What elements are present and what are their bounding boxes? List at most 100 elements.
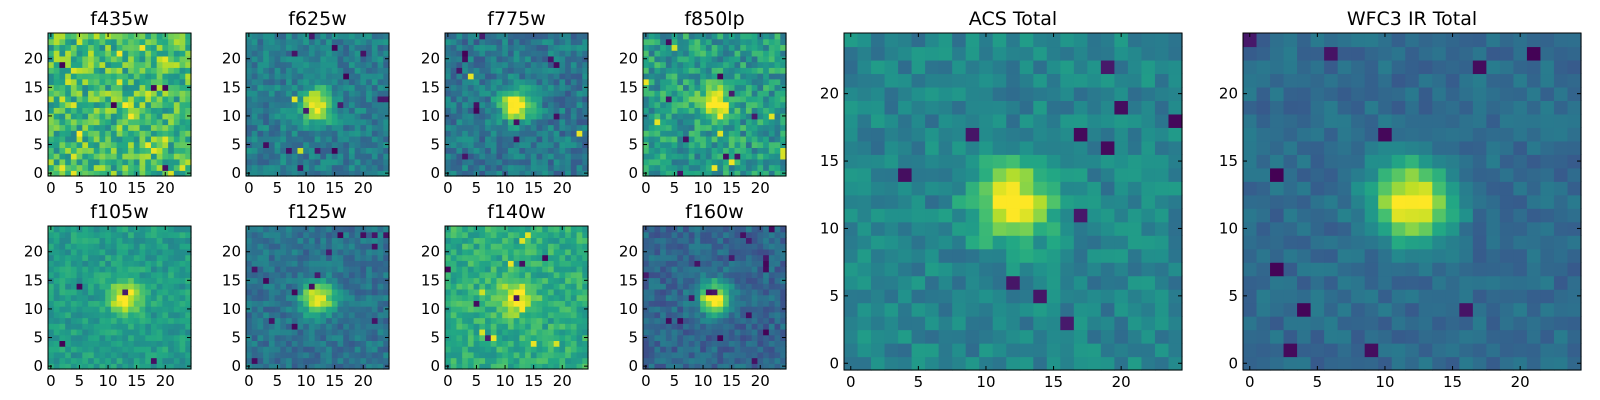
heatmap-cell — [150, 33, 158, 40]
heatmap-cell — [297, 55, 304, 63]
heatmap-cell — [711, 101, 718, 108]
heatmap-cell — [139, 73, 146, 80]
heatmap-cell — [246, 260, 253, 267]
heatmap-cell — [530, 306, 538, 313]
heatmap-cell — [133, 311, 141, 319]
heatmap-cell — [473, 237, 480, 244]
heatmap-cell — [490, 243, 498, 250]
heatmap-cell — [82, 266, 89, 273]
heatmap-cell — [774, 300, 781, 307]
heatmap-cell — [485, 164, 492, 171]
heatmap-cell — [740, 328, 747, 336]
heatmap-cell — [320, 78, 327, 86]
heatmap-cell — [490, 294, 498, 301]
heatmap-cell — [450, 141, 458, 148]
heatmap-cell — [122, 130, 129, 137]
heatmap-cell — [257, 141, 264, 148]
heatmap-cell — [251, 311, 259, 319]
heatmap-cell — [763, 107, 770, 114]
heatmap-cell — [105, 164, 112, 171]
heatmap-cell — [450, 357, 458, 364]
heatmap-cell — [542, 50, 549, 57]
heatmap-cell — [530, 340, 538, 347]
heatmap-cell — [343, 311, 350, 319]
heatmap-cell — [768, 130, 776, 137]
heatmap-cell — [763, 130, 770, 137]
heatmap-cell — [326, 317, 333, 324]
heatmap-cell — [297, 357, 304, 364]
heatmap-cell — [331, 271, 339, 279]
heatmap-cell — [582, 243, 589, 250]
heatmap-cell — [456, 363, 463, 370]
heatmap-cell — [65, 323, 72, 330]
heatmap-cell — [185, 328, 192, 336]
heatmap-cell — [320, 90, 327, 97]
heatmap-cell — [88, 260, 95, 267]
heatmap-cell — [105, 141, 112, 148]
heatmap-cell — [179, 113, 186, 120]
heatmap-cell — [76, 294, 83, 301]
x-tick-label: 5 — [273, 372, 283, 390]
heatmap-cell — [445, 266, 452, 273]
heatmap-cell — [507, 124, 515, 131]
heatmap-cell — [173, 67, 181, 74]
heatmap-cell — [139, 107, 146, 114]
heatmap-cell — [162, 78, 169, 86]
heatmap-cell — [530, 351, 538, 359]
heatmap-cell — [519, 50, 526, 57]
heatmap-cell — [348, 328, 356, 336]
heatmap-cell — [93, 346, 101, 353]
heatmap-cell — [536, 113, 543, 120]
heatmap-cell — [665, 84, 673, 91]
heatmap-cell — [320, 38, 327, 46]
heatmap-cell — [565, 226, 572, 233]
heatmap-cell — [576, 78, 583, 86]
heatmap-cell — [93, 283, 101, 290]
heatmap-cell — [268, 130, 276, 137]
heatmap-cell — [485, 334, 492, 341]
heatmap-cell — [251, 141, 259, 148]
heatmap-cell — [303, 101, 310, 108]
heatmap-cell — [479, 317, 486, 324]
heatmap-cell — [246, 44, 253, 51]
heatmap-cell — [519, 277, 526, 284]
heatmap-cell — [462, 271, 469, 279]
heatmap-cell — [502, 300, 509, 307]
heatmap-cell — [740, 158, 747, 166]
heatmap-cell — [162, 118, 169, 126]
heatmap-cell — [185, 260, 192, 267]
heatmap-cell — [185, 90, 192, 97]
heatmap-cell — [565, 288, 572, 296]
heatmap-cell — [683, 141, 690, 148]
heatmap-cell — [354, 340, 361, 347]
heatmap-cell — [343, 357, 350, 364]
heatmap-cell — [763, 101, 770, 108]
heatmap-cell — [88, 340, 95, 347]
heatmap-cell — [740, 153, 747, 160]
heatmap-cell — [530, 271, 538, 279]
heatmap-cell — [450, 323, 458, 330]
heatmap-cell — [303, 38, 310, 46]
heatmap-cell — [343, 61, 350, 68]
heatmap-cell — [757, 61, 764, 68]
heatmap-cell — [643, 73, 650, 80]
heatmap-cell — [467, 363, 475, 370]
heatmap-cell — [728, 113, 736, 120]
heatmap-cell — [525, 38, 532, 46]
heatmap-cell — [297, 334, 304, 341]
heatmap-cell — [268, 231, 276, 239]
heatmap-cell — [445, 130, 452, 137]
heatmap-cell — [757, 101, 764, 108]
heatmap-cell — [76, 334, 83, 341]
heatmap-cell — [348, 147, 356, 154]
heatmap-cell — [542, 243, 549, 250]
heatmap-cell — [513, 90, 520, 97]
heatmap-cell — [268, 67, 276, 74]
heatmap-cell — [654, 334, 661, 341]
heatmap-cell — [116, 38, 123, 46]
heatmap-cell — [337, 231, 344, 239]
heatmap-cell — [445, 147, 452, 154]
heatmap-cell — [110, 124, 118, 131]
heatmap-cell — [694, 158, 701, 166]
heatmap-cell — [360, 283, 367, 290]
